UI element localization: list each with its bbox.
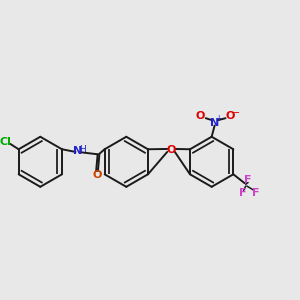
- Text: N: N: [73, 146, 82, 156]
- Text: Cl: Cl: [0, 136, 11, 147]
- Text: O: O: [226, 111, 235, 122]
- Text: F: F: [244, 175, 252, 185]
- Text: H: H: [79, 145, 86, 154]
- Text: −: −: [232, 109, 240, 118]
- Text: +: +: [215, 114, 222, 123]
- Text: O: O: [195, 111, 205, 122]
- Text: N: N: [210, 118, 219, 128]
- Text: F: F: [239, 188, 246, 198]
- Text: O: O: [166, 145, 176, 155]
- Text: O: O: [92, 170, 102, 181]
- Text: F: F: [252, 188, 260, 198]
